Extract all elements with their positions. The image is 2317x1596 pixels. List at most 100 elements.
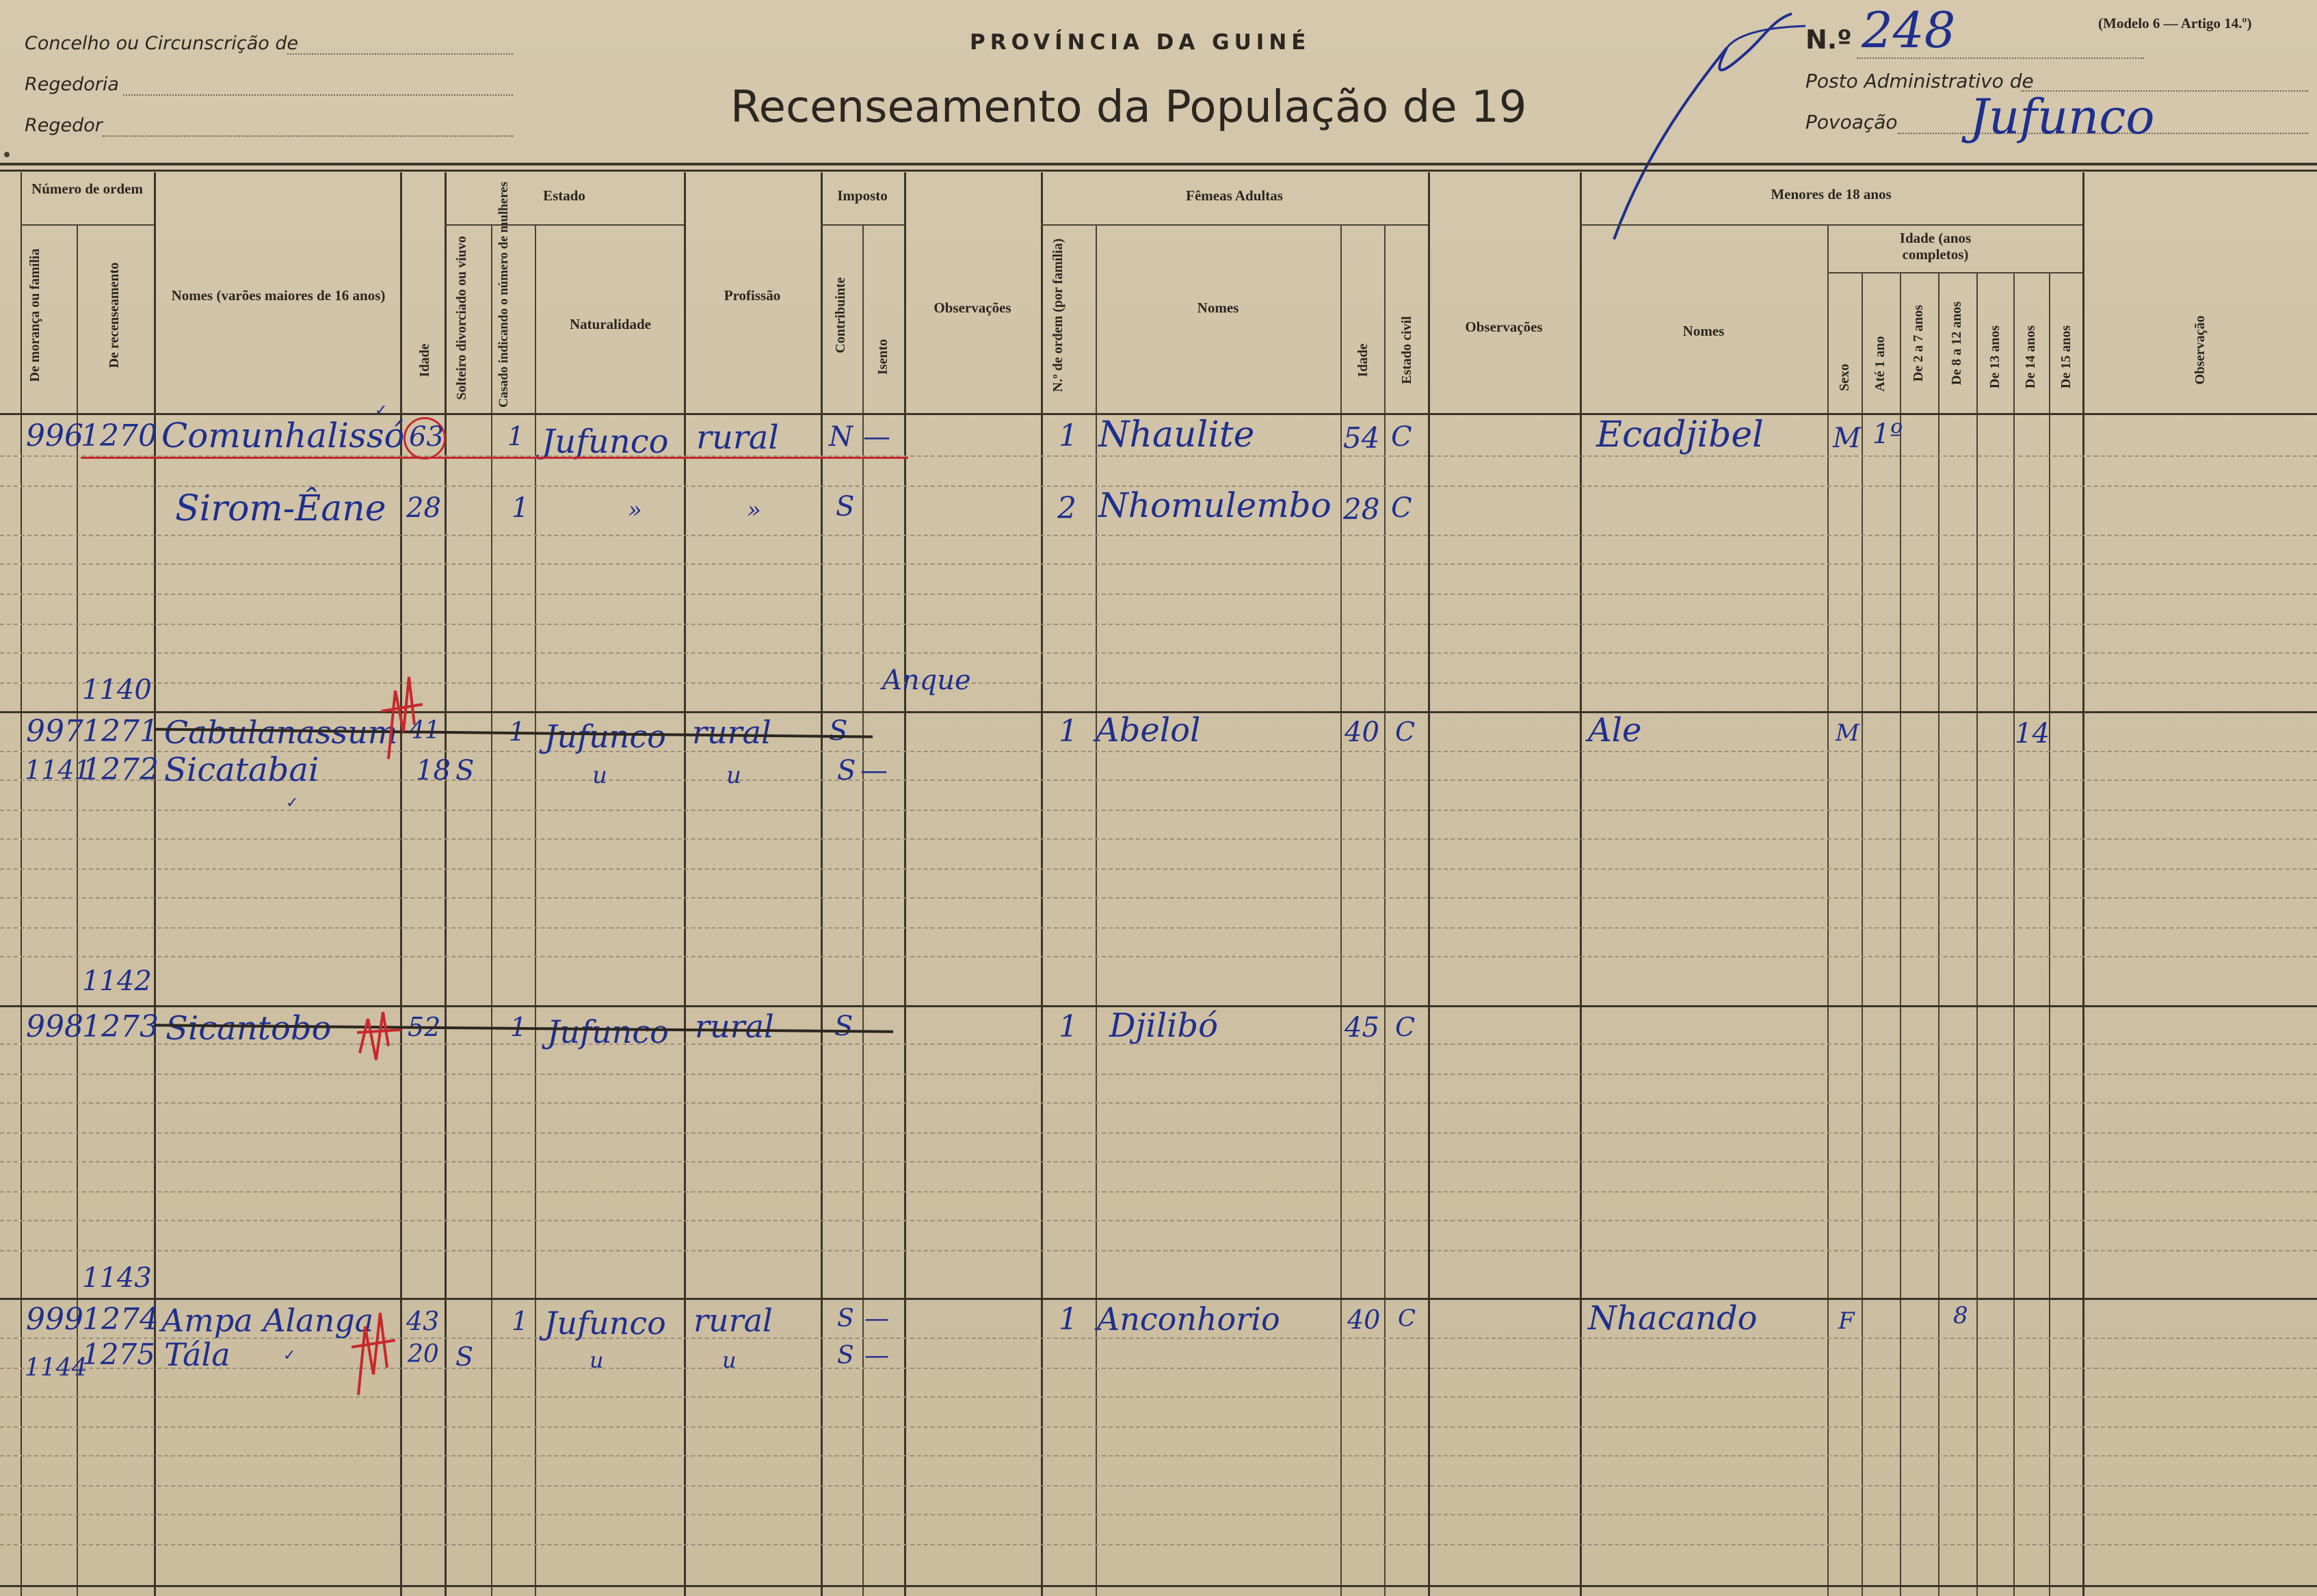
- idade-cell: 20: [408, 1340, 439, 1368]
- numero-ordem-header: Número de ordem: [31, 181, 143, 197]
- femea-nome-cell: Anconhorio: [1097, 1301, 1280, 1338]
- recenseamento-cell: 1272: [82, 752, 159, 787]
- de15-header: De 15 anos: [2058, 325, 2074, 389]
- casado-cell: 1: [512, 492, 529, 524]
- estado-civil-header: Estado civil: [1399, 316, 1414, 384]
- naturalidade-cell: Jufunco: [542, 423, 669, 461]
- femea-estado-cell: C: [1395, 717, 1416, 747]
- menor-nome-cell: Ale: [1588, 711, 1642, 749]
- imposto-header: Imposto: [837, 187, 888, 204]
- femea-idade-cell: 54: [1343, 421, 1380, 455]
- observacoes-header: Observações: [934, 300, 1011, 316]
- femea-ordem-cell: 1: [1059, 418, 1078, 453]
- contribuinte-cell: S: [837, 1342, 854, 1370]
- naturalidade-header: Naturalidade: [569, 316, 651, 332]
- contribuinte-cell: S: [834, 1011, 853, 1042]
- solteiro-cell: S: [455, 1342, 474, 1372]
- menor-sexo-cell: F: [1838, 1307, 1855, 1335]
- solteiro-header: Solteiro divorciado ou viuvo: [454, 236, 469, 400]
- nomes-menores-header: Nomes: [1682, 323, 1725, 339]
- naturalidade-cell: »: [628, 496, 642, 524]
- nomes-varoes-header: Nomes (varões maiores de 16 anos): [171, 287, 386, 304]
- recenseamento-header: De recenseamento: [107, 262, 122, 369]
- side-note: Anque: [882, 665, 971, 696]
- recenseamento-cell: 1271: [82, 714, 159, 749]
- idade-femeas-header: Idade: [1355, 343, 1371, 377]
- estado-header: Estado: [543, 187, 585, 204]
- punch-dot: [4, 152, 10, 157]
- red-initials-mark: [351, 1312, 396, 1396]
- femea-ordem-cell: 1: [1059, 714, 1078, 749]
- menor-sexo-cell: M: [1836, 719, 1859, 747]
- idade-cell: 43: [406, 1306, 440, 1336]
- red-underline: [81, 457, 908, 459]
- nomes-femeas-header: Nomes: [1197, 300, 1239, 316]
- model-reference: (Modelo 6 — Artigo 14.º): [2098, 15, 2252, 31]
- femea-ordem-cell: 2: [1057, 491, 1076, 526]
- isento-cell: —: [864, 1305, 889, 1333]
- concelho-label: Concelho ou Circunscrição de: [25, 33, 299, 54]
- regedoria-label: Regedoria: [25, 74, 119, 95]
- ordem-familia-header: N.º de ordem (por família): [1050, 238, 1065, 393]
- casado-cell: 1: [512, 1306, 529, 1336]
- idade-header: Idade: [417, 343, 432, 377]
- idade-cell: 63: [409, 421, 444, 453]
- margin-note: 1141: [25, 755, 91, 785]
- profissao-cell: u: [726, 762, 741, 789]
- margin-note: 1140: [82, 674, 152, 706]
- sheet-number: 248: [1862, 1, 1956, 59]
- idade-cell: 28: [406, 492, 441, 524]
- contribuinte-cell: S: [837, 1305, 854, 1333]
- check-mark-icon: ✓: [286, 795, 299, 812]
- femea-nome-cell: Nhaulite: [1098, 414, 1255, 455]
- observacao-header: Observação: [2193, 315, 2208, 385]
- contribuinte-cell: S: [837, 755, 856, 786]
- recenseamento-cell: 1273: [82, 1009, 159, 1044]
- femea-estado-cell: C: [1395, 1012, 1416, 1042]
- contribuinte-header: Contribuinte: [833, 277, 848, 354]
- recenseamento-cell: 1275: [82, 1338, 155, 1371]
- isento-header: Isento: [875, 338, 890, 375]
- femeas-header: Fêmeas Adultas: [1186, 187, 1283, 204]
- moranca-cell: 998: [26, 1009, 83, 1044]
- de8a12-header: De 8 a 12 anos: [1949, 301, 1964, 386]
- nome-cell: Cabulanassum: [164, 714, 398, 751]
- margin-note: 1142: [82, 966, 152, 997]
- red-initials-mark: [381, 676, 423, 760]
- idade-cell: 18: [416, 755, 451, 786]
- nome-cell: Comunhalissó: [161, 416, 405, 455]
- menor-de14-cell: 14: [2015, 718, 2050, 749]
- margin-note: 1143: [82, 1262, 152, 1294]
- femea-estado-cell: C: [1391, 421, 1412, 453]
- check-mark-icon: ✓: [283, 1347, 296, 1364]
- casado-cell: 1: [510, 1012, 527, 1042]
- profissao-cell: rural: [696, 418, 779, 457]
- moranca-cell: 997: [26, 714, 83, 749]
- red-initials-mark: [356, 1011, 401, 1061]
- femea-ordem-cell: 1: [1059, 1009, 1078, 1044]
- nome-cell: Sicatabai: [164, 751, 319, 789]
- regedor-label: Regedor: [25, 115, 103, 136]
- femea-estado-cell: C: [1398, 1305, 1416, 1332]
- naturalidade-cell: Jufunco: [544, 718, 666, 755]
- moranca-cell: 996: [26, 418, 83, 453]
- nome-cell: Ampa Alanga: [161, 1302, 374, 1339]
- isento-cell: —: [863, 421, 890, 453]
- naturalidade-cell: Jufunco: [544, 1305, 666, 1342]
- femea-idade-cell: 45: [1345, 1012, 1379, 1043]
- nome-cell: Sicantobo: [166, 1009, 332, 1048]
- casado-cell: 1: [509, 717, 526, 747]
- profissao-header: Profissão: [724, 287, 781, 304]
- femea-idade-cell: 40: [1347, 1305, 1381, 1335]
- observacoes2-header: Observações: [1465, 319, 1543, 335]
- posto-label: Posto Administrativo de: [1805, 70, 2034, 92]
- casado-cell: 1: [507, 421, 525, 451]
- recenseamento-cell: 1274: [82, 1302, 159, 1337]
- sexo-header: Sexo: [1837, 364, 1852, 391]
- femea-idade-cell: 40: [1345, 717, 1379, 748]
- nome-cell: Tála: [164, 1336, 230, 1373]
- femea-nome-cell: Abelol: [1096, 711, 1201, 749]
- moranca-cell: 999: [26, 1302, 83, 1337]
- idade-cell: 52: [408, 1012, 441, 1042]
